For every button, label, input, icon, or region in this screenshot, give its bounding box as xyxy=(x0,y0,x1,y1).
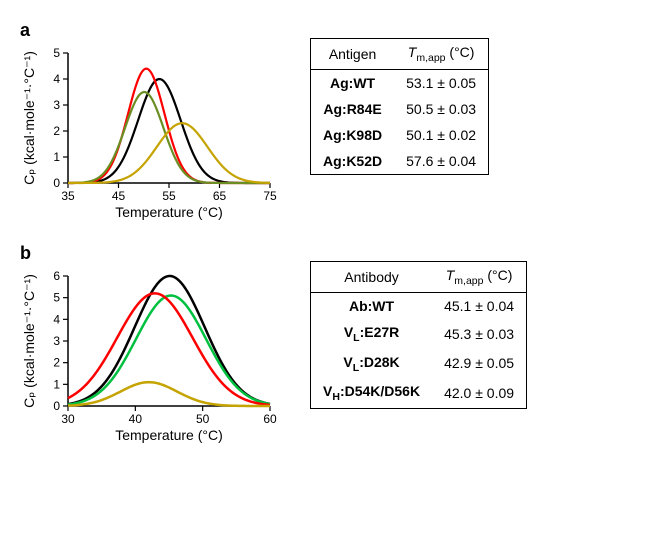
y-tick-label: 2 xyxy=(53,356,60,370)
row-value: 50.5 ± 0.03 xyxy=(394,96,488,122)
x-tick-label: 55 xyxy=(162,189,176,203)
row-name: VL:D28K xyxy=(311,349,433,379)
row-value: 42.9 ± 0.05 xyxy=(432,349,526,379)
x-tick-label: 40 xyxy=(129,412,143,426)
x-tick-label: 35 xyxy=(61,189,75,203)
y-tick-label: 4 xyxy=(53,72,60,86)
x-tick-label: 45 xyxy=(112,189,126,203)
row-value: 50.1 ± 0.02 xyxy=(394,122,488,148)
table-row: VH:D54K/D56K 42.0 ± 0.09 xyxy=(311,378,527,408)
data-table: Antibody Tm,app (°C) Ab:WT 45.1 ± 0.04 V… xyxy=(310,261,527,409)
y-tick-label: 2 xyxy=(53,124,60,138)
table-header-right: Tm,app (°C) xyxy=(394,39,488,70)
y-tick-label: 3 xyxy=(53,98,60,112)
row-name: Ag:WT xyxy=(311,69,395,96)
y-tick-label: 0 xyxy=(53,399,60,413)
row-value: 45.3 ± 0.03 xyxy=(432,319,526,349)
table-row: Ag:K98D 50.1 ± 0.02 xyxy=(311,122,489,148)
table-header-right: Tm,app (°C) xyxy=(432,262,526,293)
y-tick-label: 1 xyxy=(53,150,60,164)
chart-wrap: 30 40 50 60 0 1 2 3 4 5 6 Temperature (°C) Cₚ (kcal·… xyxy=(20,266,280,446)
chart-wrap: 3545556575012345Temperature (°C)Cₚ (kcal… xyxy=(20,43,280,223)
x-tick-label: 75 xyxy=(263,189,277,203)
y-tick-label: 5 xyxy=(53,291,60,305)
table-row: Ag:K52D 57.6 ± 0.04 xyxy=(311,148,489,175)
table-wrap: Antigen Tm,app (°C) Ag:WT 53.1 ± 0.05 Ag… xyxy=(310,20,489,175)
table-header-left: Antigen xyxy=(311,39,395,70)
row-value: 45.1 ± 0.04 xyxy=(432,292,526,319)
y-tick-label: 6 xyxy=(53,269,60,283)
y-axis-label: Cₚ (kcal·mole⁻¹·°C⁻¹) xyxy=(21,274,37,408)
x-tick-label: 60 xyxy=(263,412,277,426)
x-axis-label: Temperature (°C) xyxy=(115,427,223,443)
y-tick-label: 0 xyxy=(53,176,60,190)
x-tick-label: 65 xyxy=(213,189,227,203)
table-row: Ag:WT 53.1 ± 0.05 xyxy=(311,69,489,96)
table-header-left: Antibody xyxy=(311,262,433,293)
y-axis-label: Cₚ (kcal·mole⁻¹·°C⁻¹) xyxy=(21,51,37,185)
panel-label: b xyxy=(20,243,276,264)
x-axis-label: Temperature (°C) xyxy=(115,204,223,220)
x-tick-label: 30 xyxy=(61,412,75,426)
y-tick-label: 1 xyxy=(53,377,60,391)
table-row: Ab:WT 45.1 ± 0.04 xyxy=(311,292,527,319)
y-tick-label: 5 xyxy=(53,46,60,60)
chart: 30 40 50 60 0 1 2 3 4 5 6 Temperature (°C) Cₚ (kcal·… xyxy=(20,266,280,446)
row-name: VL:E27R xyxy=(311,319,433,349)
panel-a: a3545556575012345Temperature (°C)Cₚ (kca… xyxy=(20,20,644,223)
row-name: Ag:K98D xyxy=(311,122,395,148)
table-row: VL:E27R 45.3 ± 0.03 xyxy=(311,319,527,349)
row-name: Ag:K52D xyxy=(311,148,395,175)
row-value: 57.6 ± 0.04 xyxy=(394,148,488,175)
chart-column: a3545556575012345Temperature (°C)Cₚ (kca… xyxy=(20,20,280,223)
row-name: Ag:R84E xyxy=(311,96,395,122)
chart: 3545556575012345Temperature (°C)Cₚ (kcal… xyxy=(20,43,280,223)
row-value: 42.0 ± 0.09 xyxy=(432,378,526,408)
table-wrap: Antibody Tm,app (°C) Ab:WT 45.1 ± 0.04 V… xyxy=(310,243,527,409)
row-name: Ab:WT xyxy=(311,292,433,319)
table-row: Ag:R84E 50.5 ± 0.03 xyxy=(311,96,489,122)
table-row: VL:D28K 42.9 ± 0.05 xyxy=(311,349,527,379)
data-table: Antigen Tm,app (°C) Ag:WT 53.1 ± 0.05 Ag… xyxy=(310,38,489,175)
y-tick-label: 4 xyxy=(53,312,60,326)
row-value: 53.1 ± 0.05 xyxy=(394,69,488,96)
panel-label: a xyxy=(20,20,276,41)
panel-b: b 30 40 50 60 0 1 2 3 4 5 6 Temperature (°C) Cₚ (kcal… xyxy=(20,243,644,446)
chart-column: b 30 40 50 60 0 1 2 3 4 5 6 Temperature (°C) Cₚ (kcal… xyxy=(20,243,280,446)
y-tick-label: 3 xyxy=(53,334,60,348)
row-name: VH:D54K/D56K xyxy=(311,378,433,408)
x-tick-label: 50 xyxy=(196,412,210,426)
